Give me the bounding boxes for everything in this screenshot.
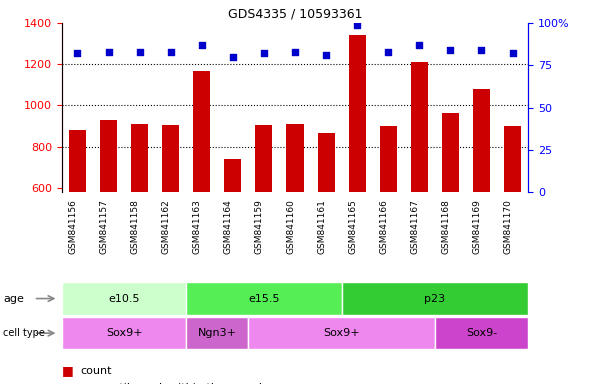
Point: [477, 47, 486, 53]
Text: GSM841156: GSM841156: [68, 199, 77, 254]
Text: GSM841169: GSM841169: [473, 199, 481, 254]
Point: [73, 50, 82, 56]
Text: GSM841165: GSM841165: [348, 199, 357, 254]
Bar: [194, 71, 210, 311]
Bar: [69, 130, 86, 311]
Text: GSM841164: GSM841164: [224, 199, 233, 254]
Title: GDS4335 / 10593361: GDS4335 / 10593361: [228, 7, 362, 20]
Bar: [248, 317, 435, 349]
Text: GSM841167: GSM841167: [410, 199, 419, 254]
Text: GSM841157: GSM841157: [100, 199, 109, 254]
Bar: [255, 125, 273, 311]
Point: [415, 42, 424, 48]
Bar: [380, 126, 396, 311]
Point: [166, 49, 175, 55]
Point: [290, 49, 300, 55]
Text: GSM841163: GSM841163: [193, 199, 202, 254]
Text: Sox9-: Sox9-: [466, 328, 497, 338]
Text: percentile rank within the sample: percentile rank within the sample: [81, 383, 268, 384]
Text: e15.5: e15.5: [248, 293, 280, 304]
Text: GSM841161: GSM841161: [317, 199, 326, 254]
Point: [384, 49, 393, 55]
Bar: [411, 62, 428, 311]
Point: [135, 49, 145, 55]
Text: e10.5: e10.5: [109, 293, 140, 304]
Point: [197, 42, 206, 48]
Text: GSM841159: GSM841159: [255, 199, 264, 254]
Text: count: count: [81, 366, 112, 376]
Bar: [224, 159, 241, 311]
Text: Sox9+: Sox9+: [106, 328, 142, 338]
Bar: [435, 317, 528, 349]
Bar: [162, 125, 179, 311]
Point: [228, 54, 238, 60]
Text: cell type: cell type: [3, 328, 45, 338]
Text: ■: ■: [62, 381, 78, 384]
Text: GSM841170: GSM841170: [503, 199, 513, 254]
Bar: [62, 282, 186, 315]
Text: ■: ■: [62, 364, 78, 377]
Text: Sox9+: Sox9+: [323, 328, 360, 338]
Point: [104, 49, 113, 55]
Text: GSM841168: GSM841168: [441, 199, 450, 254]
Point: [445, 47, 455, 53]
Bar: [186, 282, 342, 315]
Text: GSM841158: GSM841158: [130, 199, 140, 254]
Bar: [349, 35, 366, 311]
Text: age: age: [3, 293, 24, 304]
Text: GSM841166: GSM841166: [379, 199, 388, 254]
Bar: [473, 89, 490, 311]
Point: [259, 50, 268, 56]
Bar: [442, 113, 459, 311]
Bar: [317, 133, 335, 311]
Bar: [62, 317, 186, 349]
Point: [508, 50, 517, 56]
Point: [352, 22, 362, 28]
Point: [322, 52, 331, 58]
Text: p23: p23: [424, 293, 445, 304]
Bar: [287, 124, 303, 311]
Bar: [131, 124, 148, 311]
Bar: [186, 317, 248, 349]
Bar: [342, 282, 528, 315]
Bar: [100, 120, 117, 311]
Text: GSM841160: GSM841160: [286, 199, 295, 254]
Bar: [504, 126, 521, 311]
Text: GSM841162: GSM841162: [162, 199, 171, 254]
Text: Ngn3+: Ngn3+: [198, 328, 237, 338]
